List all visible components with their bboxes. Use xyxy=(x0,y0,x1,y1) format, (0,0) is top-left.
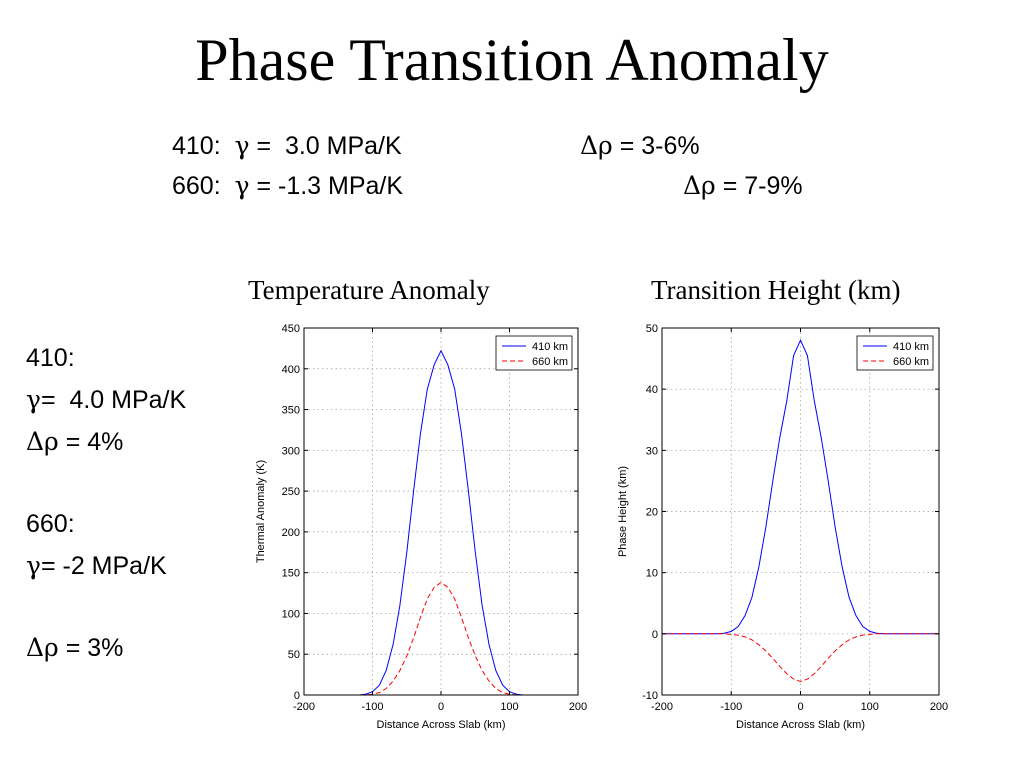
series-line-410-km xyxy=(304,349,578,696)
x-tick-label: -200 xyxy=(293,701,315,713)
y-tick-label: 50 xyxy=(646,323,658,335)
y-tick-label: 100 xyxy=(282,608,300,620)
side-gamma-410: γ= 4.0 MPa/K xyxy=(26,385,186,415)
x-tick-label: 0 xyxy=(438,701,444,713)
side-delta-660-text: = 3% xyxy=(58,634,124,662)
y-tick-label: 30 xyxy=(646,445,658,457)
legend-label: 660 km xyxy=(893,356,929,368)
y-tick-label: 40 xyxy=(646,384,658,396)
y-tick-label: 10 xyxy=(646,568,658,580)
x-axis-label: Distance Across Slab (km) xyxy=(736,719,865,731)
y-tick-label: 450 xyxy=(282,323,300,335)
legend-label: 410 km xyxy=(532,341,568,353)
y-tick-label: 0 xyxy=(652,629,658,641)
delta-rho-symbol: Δρ xyxy=(26,633,59,662)
params-660-gamma: = -1.3 MPa/K xyxy=(249,172,404,200)
x-tick-label: 100 xyxy=(861,701,879,713)
delta-rho-symbol: Δρ xyxy=(26,427,59,456)
gamma-symbol: γ xyxy=(234,171,250,200)
y-axis-label: Phase Height (km) xyxy=(617,466,629,557)
y-tick-label: 200 xyxy=(282,527,300,539)
side-delta-660: Δρ = 3% xyxy=(26,633,123,663)
params-410-gamma: = 3.0 MPa/K xyxy=(249,132,402,160)
gamma-symbol: γ xyxy=(26,385,41,414)
y-tick-label: 400 xyxy=(282,364,300,376)
series-line-660-km xyxy=(662,633,939,683)
delta-rho-symbol: Δρ xyxy=(580,131,613,160)
y-tick-label: 20 xyxy=(646,507,658,519)
params-660-delta: = 7-9% xyxy=(715,172,803,200)
params-410-prefix: 410: xyxy=(172,132,235,160)
chart-title-transition: Transition Height (km) xyxy=(651,275,901,305)
legend-box xyxy=(856,335,934,371)
x-tick-label: -200 xyxy=(651,701,673,713)
temperature-anomaly-chart: -200 -100 0 100 200 0 50 100 150 200 250 300 350 400 4… xyxy=(255,323,587,731)
gamma-symbol: γ xyxy=(234,131,250,160)
y-tick-label: 150 xyxy=(282,568,300,580)
series-line-410-km xyxy=(662,338,939,635)
legend-label: 660 km xyxy=(532,356,568,368)
params-410-delta: = 3-6% xyxy=(612,132,700,160)
gamma-symbol: γ xyxy=(26,551,41,580)
y-tick-label: 50 xyxy=(288,649,300,661)
x-tick-label: 200 xyxy=(930,701,948,713)
side-gamma-410-text: = 4.0 MPa/K xyxy=(40,386,187,414)
params-660-prefix: 660: xyxy=(172,172,235,200)
params-row-410: 410: γ = 3.0 MPa/K xyxy=(172,131,402,161)
params-row-660: 660: γ = -1.3 MPa/K xyxy=(172,171,403,201)
chart-title-temperature: Temperature Anomaly xyxy=(248,275,490,305)
x-tick-label: -100 xyxy=(361,701,383,713)
side-label-410: 410: xyxy=(26,344,75,372)
params-660-density: Δρ = 7-9% xyxy=(683,171,803,201)
side-gamma-660: γ= -2 MPa/K xyxy=(26,551,167,581)
x-tick-label: 200 xyxy=(569,701,587,713)
y-axis-label: Thermal Anomaly (K) xyxy=(255,460,267,563)
delta-rho-symbol: Δρ xyxy=(683,171,716,200)
y-tick-label: 0 xyxy=(294,690,300,702)
legend-label: 410 km xyxy=(893,341,929,353)
slide-title: Phase Transition Anomaly xyxy=(195,27,829,93)
x-axis-label: Distance Across Slab (km) xyxy=(377,719,506,731)
side-gamma-660-text: = -2 MPa/K xyxy=(40,552,167,580)
legend-box xyxy=(495,335,573,371)
y-tick-label: 250 xyxy=(282,486,300,498)
y-tick-label: -10 xyxy=(642,690,658,702)
x-tick-label: 0 xyxy=(797,701,803,713)
side-label-660: 660: xyxy=(26,510,75,538)
params-410-density: Δρ = 3-6% xyxy=(580,131,700,161)
x-tick-label: 100 xyxy=(500,701,518,713)
y-tick-label: 300 xyxy=(282,445,300,457)
y-tick-label: 350 xyxy=(282,405,300,417)
x-tick-label: -100 xyxy=(720,701,742,713)
side-delta-410: Δρ = 4% xyxy=(26,427,123,457)
side-delta-410-text: = 4% xyxy=(58,428,124,456)
